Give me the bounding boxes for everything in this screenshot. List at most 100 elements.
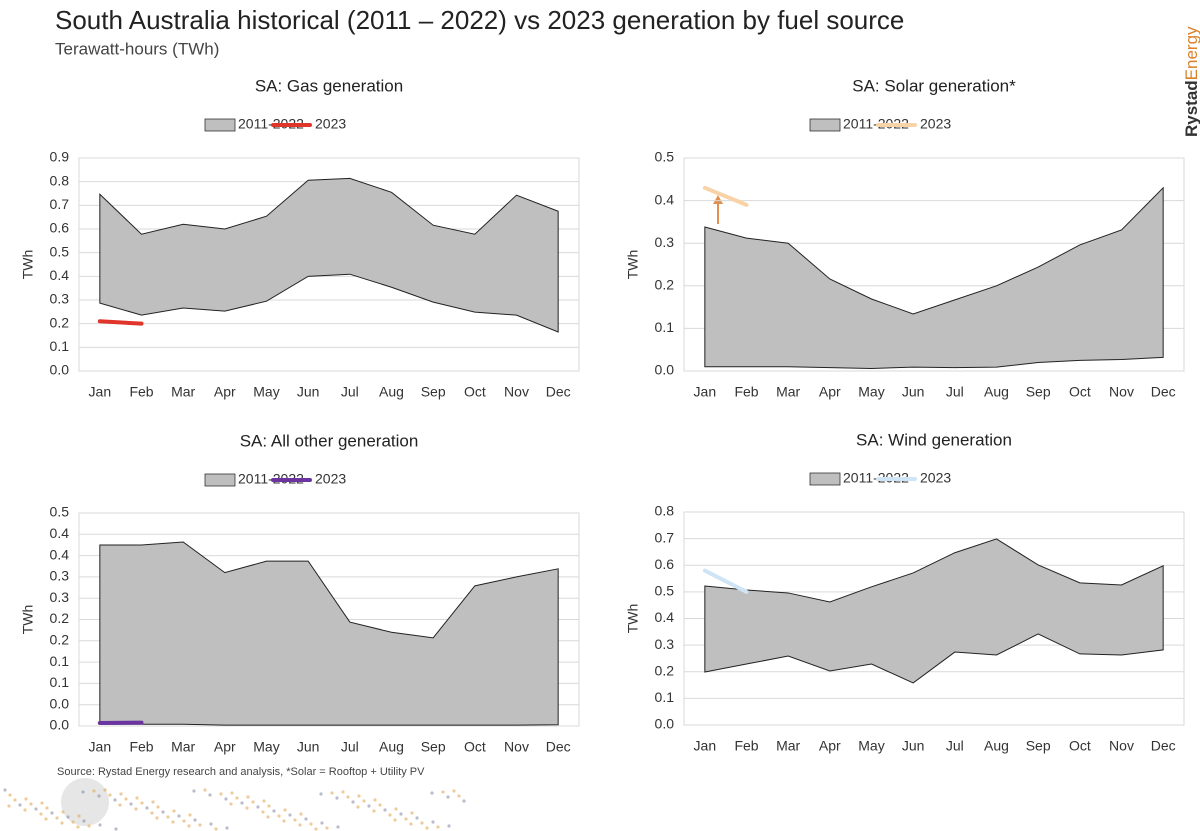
x-tick-label: Jul xyxy=(946,384,964,400)
y-tick-label: 0.0 xyxy=(655,716,675,732)
decoration-dot xyxy=(140,801,144,805)
brand: RystadEnergy xyxy=(1182,26,1200,137)
decoration-dot xyxy=(441,790,445,794)
decoration-dot xyxy=(335,796,339,800)
legend-swatch xyxy=(809,118,841,132)
decoration-dot xyxy=(82,819,86,823)
decoration-dot xyxy=(266,815,270,819)
chart-title: SA: Solar generation* xyxy=(852,76,1016,95)
decoration-dot xyxy=(108,793,112,797)
decoration-dot xyxy=(367,804,371,808)
x-tick-label: Mar xyxy=(171,739,195,755)
decoration-dot xyxy=(39,812,43,816)
chart-title: SA: Wind generation xyxy=(856,430,1012,449)
decoration-dot xyxy=(357,794,361,798)
decoration-dot xyxy=(172,809,176,813)
decoration-dot xyxy=(388,813,392,817)
plot-frame xyxy=(683,511,1185,726)
x-tick-label: Aug xyxy=(984,738,1009,754)
chart-title: SA: Gas generation xyxy=(255,76,403,95)
x-tick-label: Jan xyxy=(694,738,717,754)
decoration-dot xyxy=(246,795,250,799)
x-tick-label: Mar xyxy=(776,384,800,400)
x-tick-label: Oct xyxy=(464,384,486,400)
y-tick-label: 0.3 xyxy=(50,291,70,307)
decoration-dot xyxy=(71,820,75,824)
decoration-dot xyxy=(272,809,276,813)
y-tick-label: 0.4 xyxy=(655,191,675,207)
x-tick-label: Sep xyxy=(421,739,446,755)
decoration-dot xyxy=(351,800,355,804)
x-tick-label: Sep xyxy=(1026,738,1051,754)
y-axis-label: TWh xyxy=(20,605,36,635)
x-tick-label: Apr xyxy=(819,384,841,400)
decoration-dot xyxy=(114,827,118,831)
x-tick-label: Feb xyxy=(129,739,153,755)
decoration-dot xyxy=(50,811,54,815)
y-tick-label: 0.5 xyxy=(655,149,675,165)
decoration-dot xyxy=(309,822,313,826)
decoration-dot xyxy=(235,796,239,800)
decoration-dot xyxy=(44,817,48,821)
y-tick-label: 0.0 xyxy=(50,362,70,378)
page-subtitle: Terawatt-hours (TWh) xyxy=(55,39,219,58)
legend-label: 2023 xyxy=(920,470,951,486)
decoration-dot xyxy=(277,814,281,818)
decoration-dot xyxy=(457,794,461,798)
decoration-dot xyxy=(356,805,360,809)
decoration-dot xyxy=(336,825,340,829)
x-tick-label: Jul xyxy=(341,384,359,400)
decoration-dot xyxy=(346,795,350,799)
y-tick-label: 0.1 xyxy=(50,674,70,690)
decoration-dot xyxy=(155,816,159,820)
x-tick-label: Feb xyxy=(734,384,758,400)
decoration-dot xyxy=(23,808,27,812)
decoration-dot xyxy=(187,824,191,828)
decoration-dot xyxy=(188,813,192,817)
y-tick-label: 0.3 xyxy=(655,234,675,250)
decoration-dot xyxy=(103,788,107,792)
range-area xyxy=(704,538,1164,684)
decoration-dot xyxy=(262,799,266,803)
x-tick-label: Oct xyxy=(1069,738,1091,754)
decoration-dot xyxy=(251,800,255,804)
y-tick-label: 0.6 xyxy=(655,556,675,572)
decoration-dot xyxy=(7,804,11,808)
x-tick-label: Nov xyxy=(504,739,529,755)
y-tick-label: 0.8 xyxy=(50,172,70,188)
decoration-dot xyxy=(192,789,196,793)
y-tick-label: 0.3 xyxy=(50,568,70,584)
decoration-dot xyxy=(92,789,96,793)
y-tick-label: 0.1 xyxy=(50,338,70,354)
y-tick-label: 0.6 xyxy=(50,220,70,236)
x-tick-label: Aug xyxy=(379,384,404,400)
y-tick-label: 0.1 xyxy=(655,689,675,705)
y-tick-label: 0.9 xyxy=(50,149,70,165)
x-tick-label: Jul xyxy=(341,739,359,755)
x-tick-label: May xyxy=(858,384,884,400)
x-tick-label: Mar xyxy=(171,384,195,400)
y-tick-label: 0.5 xyxy=(50,243,70,259)
y-tick-label: 0.5 xyxy=(655,583,675,599)
decoration-dot xyxy=(320,821,324,825)
decoration-dot xyxy=(293,818,297,822)
decoration-dot xyxy=(314,827,318,831)
x-tick-label: May xyxy=(253,739,279,755)
legend-swatch xyxy=(204,118,236,132)
decoration-dot xyxy=(383,808,387,812)
decoration-dot xyxy=(209,822,213,826)
brand-part: Energy xyxy=(1182,26,1200,80)
decoration-dot xyxy=(198,823,202,827)
series-line xyxy=(702,568,749,594)
decoration-dot xyxy=(81,790,85,794)
decoration-dot xyxy=(409,822,413,826)
decoration-dot xyxy=(18,803,22,807)
x-tick-label: Dec xyxy=(1151,738,1176,754)
decoration-dot xyxy=(431,820,435,824)
decoration-dot xyxy=(77,814,81,818)
x-tick-label: Jun xyxy=(902,738,925,754)
x-tick-label: Jan xyxy=(89,739,112,755)
x-tick-label: Oct xyxy=(464,739,486,755)
y-tick-label: 0.2 xyxy=(655,662,675,678)
decoration-dot xyxy=(373,798,377,802)
